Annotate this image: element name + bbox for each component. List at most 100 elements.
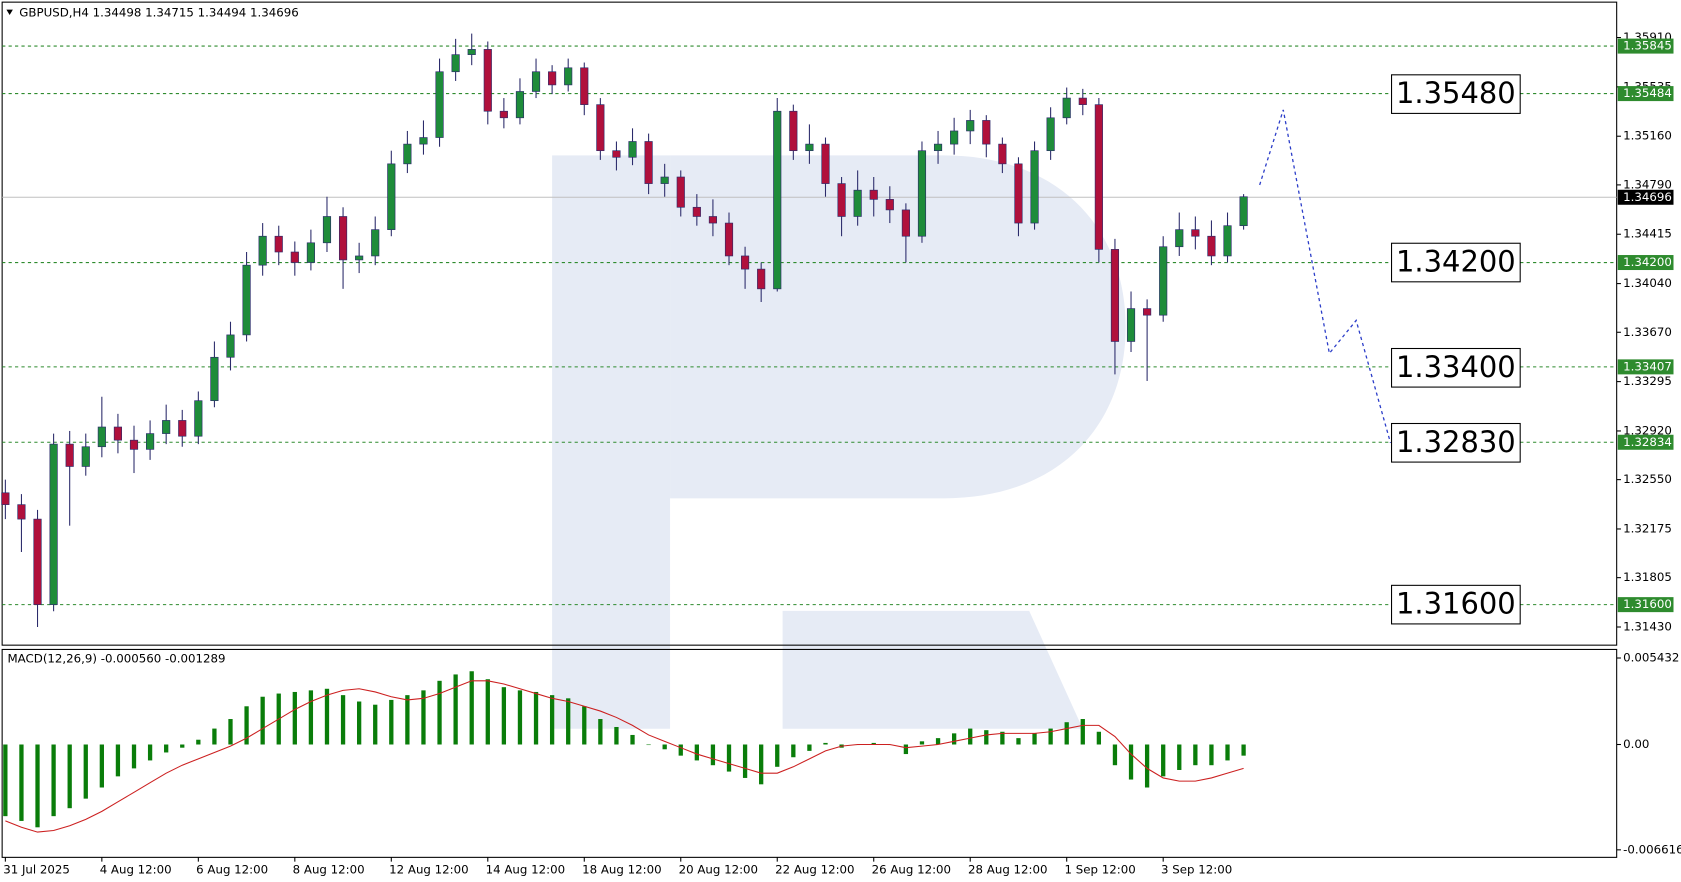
candle-body bbox=[17, 504, 26, 520]
level-price-label: 1.33407 bbox=[1623, 359, 1672, 373]
macd-bar bbox=[485, 679, 490, 745]
candle-body bbox=[1078, 97, 1087, 105]
x-tick-label: 14 Aug 12:00 bbox=[486, 863, 565, 877]
candle-body bbox=[1159, 246, 1168, 316]
candle-body bbox=[982, 120, 991, 145]
candle-body bbox=[531, 71, 541, 92]
target-label: 1.32830 bbox=[1396, 425, 1516, 459]
macd-bar bbox=[1225, 744, 1230, 761]
x-tick-label: 28 Aug 12:00 bbox=[968, 863, 1047, 877]
candle-body bbox=[580, 67, 589, 105]
macd-bar bbox=[1177, 744, 1182, 770]
candle-body bbox=[1175, 229, 1184, 248]
candle-body bbox=[322, 216, 332, 244]
macd-bar bbox=[903, 744, 909, 755]
candle-body bbox=[467, 49, 476, 55]
macd-bar bbox=[453, 674, 458, 745]
candle-body bbox=[708, 216, 717, 224]
candle-body bbox=[355, 255, 364, 261]
target-label: 1.33400 bbox=[1396, 350, 1516, 384]
candle-body bbox=[451, 54, 460, 73]
macd-bar bbox=[324, 688, 330, 745]
macd-bar bbox=[791, 744, 796, 758]
candle-body bbox=[660, 176, 669, 184]
target-label: 1.34200 bbox=[1396, 245, 1516, 279]
menu-triangle[interactable] bbox=[6, 9, 13, 16]
macd-bar bbox=[726, 744, 732, 772]
main-panel-border bbox=[1, 1, 1618, 646]
candle-body bbox=[724, 222, 734, 257]
candle-body bbox=[419, 137, 428, 145]
x-tick-label: 3 Sep 12:00 bbox=[1161, 863, 1232, 877]
macd-bar bbox=[1096, 731, 1102, 745]
macd-bar bbox=[389, 699, 394, 745]
level-price-label: 1.32834 bbox=[1623, 435, 1672, 449]
candle-body bbox=[1191, 229, 1200, 237]
target-box bbox=[1391, 347, 1521, 388]
candle-body bbox=[676, 176, 685, 208]
macd-bar bbox=[823, 742, 828, 745]
candle-body bbox=[773, 110, 782, 290]
y-tick-label: 1.34040 bbox=[1623, 276, 1672, 290]
macd-bar bbox=[35, 744, 40, 828]
candle-body bbox=[274, 235, 283, 253]
macd-bar bbox=[951, 733, 957, 745]
macd-bar bbox=[147, 744, 153, 761]
target-box bbox=[1391, 242, 1521, 283]
candle-body bbox=[901, 209, 910, 237]
y-tick-label: 1.32175 bbox=[1623, 521, 1672, 535]
macd-bar bbox=[1064, 722, 1069, 745]
macd-bar bbox=[566, 698, 571, 745]
macd-bar bbox=[807, 744, 812, 751]
y-tick-label: 1.31430 bbox=[1623, 620, 1672, 634]
candle-body bbox=[81, 446, 90, 467]
level-price-label: 1.34200 bbox=[1623, 255, 1672, 269]
macd-bar bbox=[614, 726, 619, 745]
macd-bar bbox=[1144, 744, 1150, 788]
candle-body bbox=[917, 150, 927, 237]
candle-body bbox=[226, 334, 235, 358]
current-price-box bbox=[1617, 189, 1674, 205]
macd-bar bbox=[984, 730, 989, 745]
candle-body bbox=[966, 120, 975, 132]
target-box bbox=[1391, 422, 1521, 463]
y-tick-label: 1.33295 bbox=[1623, 374, 1672, 388]
macd-bar bbox=[437, 680, 442, 745]
macd-bar bbox=[1241, 744, 1246, 756]
y-tick-label: 1.33670 bbox=[1623, 325, 1672, 339]
level-price-box bbox=[1617, 597, 1674, 613]
current-price-label: 1.34696 bbox=[1623, 190, 1672, 204]
macd-bar bbox=[373, 704, 378, 745]
candle-body bbox=[628, 141, 637, 158]
target-label: 1.31600 bbox=[1396, 587, 1516, 621]
candle-body bbox=[1239, 196, 1248, 227]
macd-bar bbox=[775, 744, 780, 767]
candle-body bbox=[65, 443, 74, 467]
candle-body bbox=[1030, 150, 1039, 224]
x-tick-label: 26 Aug 12:00 bbox=[872, 863, 951, 877]
candle-body bbox=[950, 130, 959, 145]
macd-bar bbox=[1209, 744, 1214, 766]
macd-bar bbox=[228, 719, 233, 745]
level-price-label: 1.35845 bbox=[1623, 39, 1672, 53]
candle-body bbox=[403, 143, 412, 165]
macd-bar bbox=[196, 739, 201, 745]
logo-leg bbox=[782, 610, 1083, 729]
candle-body bbox=[242, 264, 251, 336]
macd-bar bbox=[549, 695, 555, 745]
macd-bar bbox=[1161, 744, 1166, 777]
candle-body bbox=[258, 235, 267, 266]
macd-bar bbox=[662, 744, 667, 750]
candle-body bbox=[998, 143, 1007, 165]
candle-body bbox=[885, 199, 894, 211]
candle-body bbox=[933, 143, 943, 152]
x-tick-label: 6 Aug 12:00 bbox=[196, 863, 268, 877]
candle-body bbox=[129, 439, 139, 450]
macd-bar bbox=[308, 690, 314, 745]
macd-bar bbox=[19, 744, 24, 821]
candle-body bbox=[162, 420, 171, 434]
x-tick-label: 12 Aug 12:00 bbox=[389, 863, 468, 877]
candle-body bbox=[692, 206, 701, 217]
y-tick-label: 0.00 bbox=[1623, 737, 1649, 751]
